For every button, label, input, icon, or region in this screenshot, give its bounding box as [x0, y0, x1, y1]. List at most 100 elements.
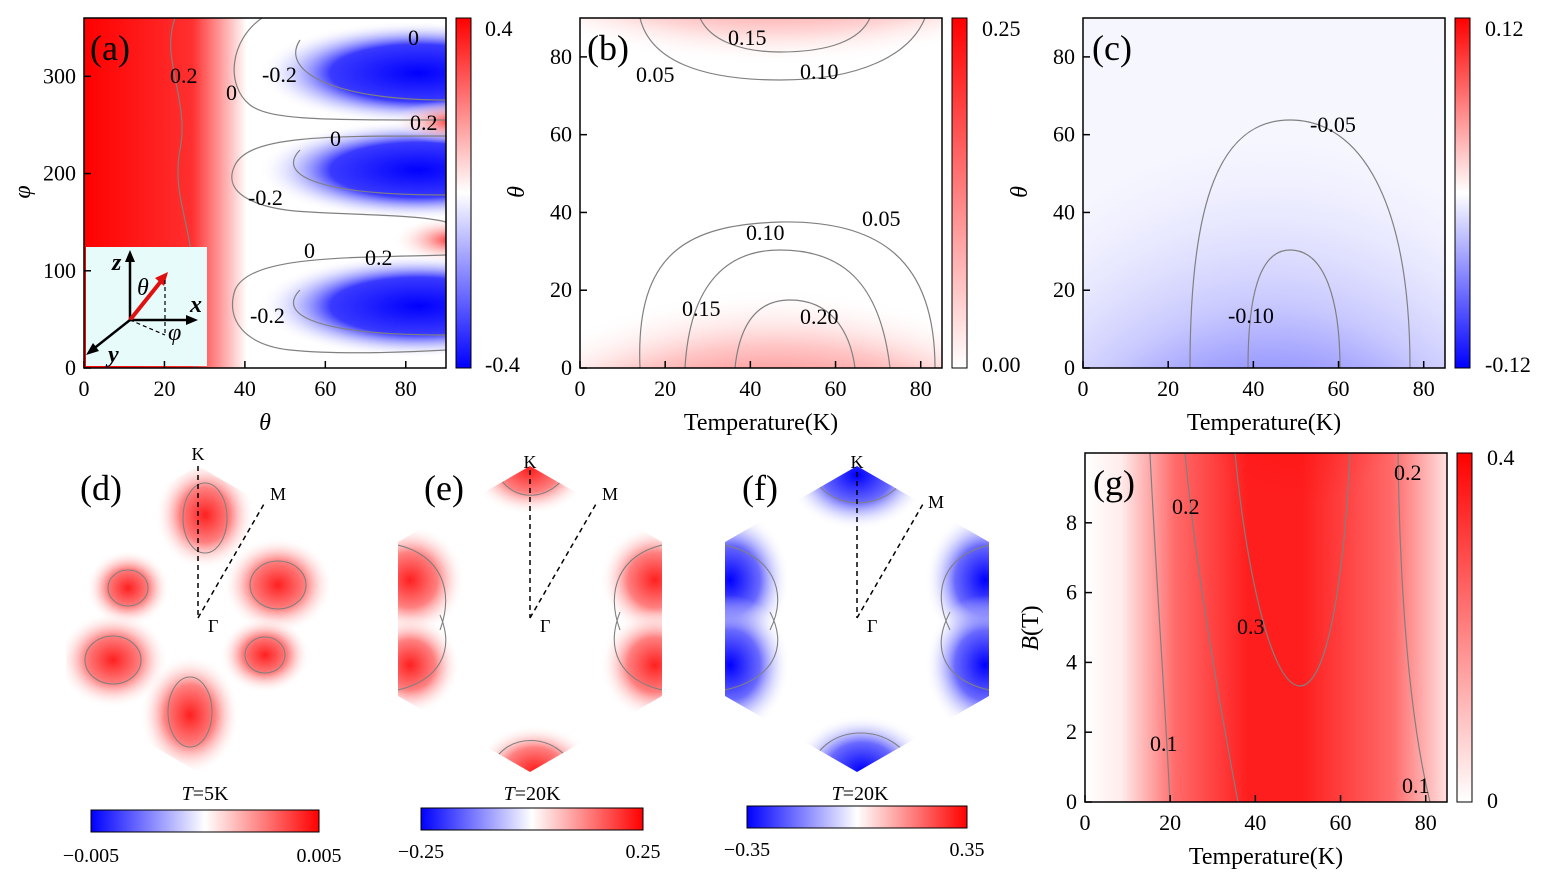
- panel-b-axes: 0 20 40 60 80 0 20 40 60 80: [550, 44, 932, 401]
- x-tick-label: 60: [314, 376, 336, 401]
- contour-label: 0.3: [1237, 614, 1265, 639]
- x-tick-label: 60: [1328, 376, 1350, 401]
- panel-d-colorbar-min: −0.005: [63, 845, 119, 867]
- x-tick-label: 0: [575, 376, 586, 401]
- y-tick-label: 40: [1053, 199, 1075, 224]
- panel-d-gamma-point: Γ: [208, 616, 218, 636]
- y-tick-label: 100: [43, 258, 76, 283]
- panel-g-axes: 0 20 40 60 80 0 2 4 6 8: [1066, 510, 1437, 835]
- panel-f-label: (f): [742, 468, 778, 508]
- panel-g-heatmap: [1085, 453, 1447, 802]
- contour-label: 0.2: [1172, 494, 1200, 519]
- y-tick-label: 40: [550, 199, 572, 224]
- x-tick-label: 0: [1078, 376, 1089, 401]
- panel-e-m-point: M: [602, 484, 618, 504]
- panel-c: (c) -0.05 -0.10 0 20 40 60 80 0 20 40 60 80 Tempe…: [1007, 16, 1531, 436]
- panel-a-xlabel: θ: [259, 410, 271, 436]
- panel-a: z x y θ φ (a) 0.2 0 -0.2 0 0.2 0 -0.2 0 …: [10, 16, 520, 436]
- contour-label: 0.10: [800, 59, 839, 84]
- x-tick-label: 40: [234, 376, 256, 401]
- inset-phi-label: φ: [168, 320, 181, 346]
- panel-d-label: (d): [80, 468, 122, 508]
- panel-f-colorbar: [746, 805, 968, 829]
- panel-b-label: (b): [587, 28, 629, 68]
- y-tick-label: 60: [550, 122, 572, 147]
- panel-a-axes: 0 20 40 60 80 0 100 200 300: [43, 63, 417, 401]
- panel-a-inset: z x y θ φ: [86, 247, 207, 368]
- panel-f-colorbar-max: 0.35: [950, 839, 985, 861]
- panel-b-colorbar-max: 0.25: [982, 16, 1021, 41]
- y-tick-label: 20: [550, 277, 572, 302]
- y-tick-label: 80: [1053, 44, 1075, 69]
- contour-label: -0.05: [1310, 112, 1356, 137]
- panel-d-colorbar: [90, 809, 320, 833]
- panel-g: (g) 0.2 0.2 0.3 0.1 0.1 0 20 40 60 80 0 2 4 6 8 T…: [1018, 445, 1515, 870]
- panel-e-colorbar-min: −0.25: [398, 841, 444, 863]
- y-tick-label: 200: [43, 161, 76, 186]
- x-tick-label: 40: [1244, 810, 1266, 835]
- contour-label: 0: [304, 238, 315, 263]
- panel-d-temperature: T=5K: [182, 783, 229, 805]
- contour-label: 0.15: [728, 25, 767, 50]
- panel-b-colorbar-min: 0.00: [982, 352, 1021, 377]
- x-tick-label: 80: [1415, 810, 1437, 835]
- panel-e-k-point: K: [524, 452, 537, 472]
- panel-a-colorbar: [455, 17, 472, 369]
- x-tick-label: 0: [1080, 810, 1091, 835]
- contour-label: 0.1: [1150, 731, 1178, 756]
- panel-g-colorbar: [1456, 452, 1473, 803]
- panel-b-heatmap: [580, 18, 942, 368]
- panel-a-ylabel: φ: [10, 185, 36, 198]
- y-tick-label: 8: [1066, 510, 1077, 535]
- panel-b-ylabel: θ: [504, 186, 530, 198]
- contour-label: 0: [408, 25, 419, 50]
- panel-c-colorbar-max: 0.12: [1485, 16, 1524, 41]
- x-tick-label: 20: [153, 376, 175, 401]
- panel-e: (e) K M Γ T=20K −0.25 0.25: [398, 452, 662, 863]
- contour-label: 0.10: [746, 220, 785, 245]
- panel-f-k-point: K: [851, 452, 864, 472]
- panel-e-gamma-point: Γ: [540, 616, 550, 636]
- y-tick-label: 20: [1053, 277, 1075, 302]
- y-tick-label: 0: [1066, 789, 1077, 814]
- panel-c-label: (c): [1092, 28, 1132, 68]
- panel-f-colorbar-min: −0.35: [724, 839, 770, 861]
- y-tick-label: 60: [1053, 122, 1075, 147]
- x-tick-label: 0: [79, 376, 90, 401]
- panel-g-label: (g): [1093, 463, 1135, 503]
- contour-label: 0.15: [682, 296, 721, 321]
- panel-d: (d) K M Γ T=5K −0.005 0.005: [63, 444, 342, 867]
- panel-e-label: (e): [424, 468, 464, 508]
- contour-label: 0.2: [365, 245, 393, 270]
- contour-label: 0: [330, 126, 341, 151]
- inset-y-label: y: [105, 342, 119, 368]
- panel-e-temperature: T=20K: [504, 783, 561, 805]
- contour-label: 0.2: [1394, 460, 1422, 485]
- x-tick-label: 40: [1242, 376, 1264, 401]
- panel-a-colorbar-min: -0.4: [485, 352, 520, 377]
- inset-theta-label: θ: [137, 275, 149, 301]
- contour-label: -0.2: [250, 303, 285, 328]
- x-tick-label: 60: [1330, 810, 1352, 835]
- contour-label: 0.2: [170, 63, 198, 88]
- panel-f-temperature: T=20K: [832, 783, 889, 805]
- y-tick-label: 6: [1066, 580, 1077, 605]
- panel-b-colorbar: [951, 17, 968, 369]
- y-tick-label: 300: [43, 63, 76, 88]
- panel-a-colorbar-max: 0.4: [485, 16, 513, 41]
- inset-x-label: x: [189, 292, 202, 318]
- panel-d-m-point: M: [270, 484, 286, 504]
- panel-c-heatmap: [1083, 18, 1445, 368]
- x-tick-label: 40: [739, 376, 761, 401]
- panel-f-m-point: M: [928, 492, 944, 512]
- x-tick-label: 20: [1157, 376, 1179, 401]
- y-tick-label: 0: [561, 355, 572, 380]
- y-tick-label: 80: [550, 44, 572, 69]
- panel-b-xlabel: Temperature(K): [684, 410, 838, 436]
- panel-b: (b) 0.15 0.05 0.10 0.10 0.05 0.15 0.20 0…: [504, 16, 1021, 436]
- contour-label: 0: [226, 80, 237, 105]
- panel-e-colorbar-max: 0.25: [626, 841, 661, 863]
- inset-z-label: z: [111, 250, 122, 276]
- panel-e-colorbar: [420, 807, 644, 831]
